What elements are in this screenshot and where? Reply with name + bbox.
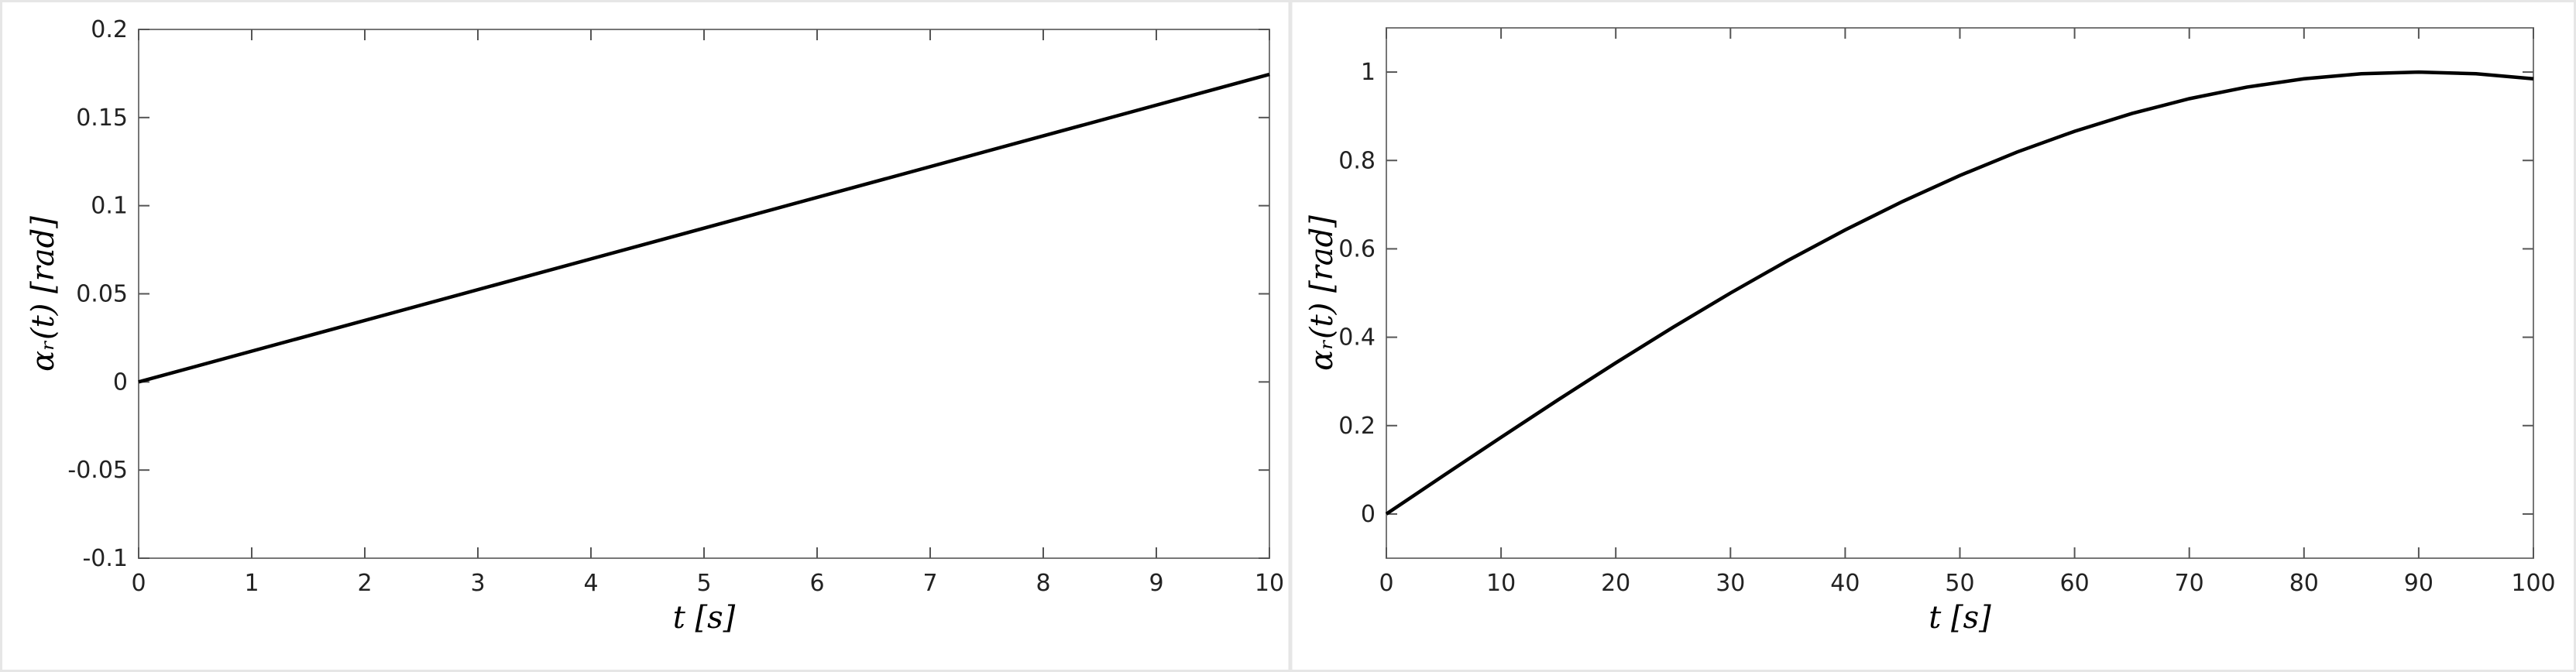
y-tick-label: 0 [113,369,128,396]
x-tick-label: 80 [2289,570,2319,597]
x-tick-label: 90 [2404,570,2433,597]
x-tick-label: 2 [357,570,372,597]
y-tick-label: 0.15 [76,105,128,132]
x-tick-label: 8 [1036,570,1050,597]
x-tick-label: 9 [1149,570,1163,597]
y-tick-label: 0.2 [1338,413,1376,440]
x-tick-label: 0 [131,570,146,597]
x-tick-label: 1 [244,570,259,597]
y-tick-label: -0.05 [67,457,128,484]
y-tick-label: 0.8 [1338,147,1376,174]
x-tick-label: 20 [1601,570,1630,597]
x-tick-label: 0 [1379,570,1393,597]
y-tick-label: 0.1 [91,193,128,220]
x-tick-label: 10 [1255,570,1284,597]
x-tick-label: 60 [2060,570,2090,597]
x-tick-label: 70 [2175,570,2204,597]
x-tick-label: 7 [922,570,937,597]
y-axis-label: αᵣ(t) [rad] [26,216,61,372]
y-tick-label: 0.2 [91,16,128,43]
x-tick-label: 4 [583,570,598,597]
data-line [138,72,1270,384]
x-axis-label: t [s] [1929,600,1991,636]
x-axis-label: t [s] [673,600,736,636]
x-tick-label: 40 [1830,570,1860,597]
x-tick-label: 10 [1486,570,1516,597]
data-line [1385,70,2534,516]
y-axis-label: αᵣ(t) [rad] [1304,215,1340,371]
x-tick-label: 100 [2511,570,2555,597]
x-tick-label: 5 [696,570,711,597]
x-tick-label: 6 [809,570,824,597]
x-tick-label: 50 [1945,570,1974,597]
y-tick-label: -0.1 [82,545,128,572]
y-tick-label: 0.05 [76,281,128,308]
x-tick-label: 30 [1716,570,1745,597]
y-tick-label: 0 [1361,501,1376,528]
x-tick-label: 3 [470,570,485,597]
y-tick-label: 0.4 [1338,324,1376,351]
y-tick-label: 1 [1361,59,1376,86]
y-tick-label: 0.6 [1338,235,1376,262]
